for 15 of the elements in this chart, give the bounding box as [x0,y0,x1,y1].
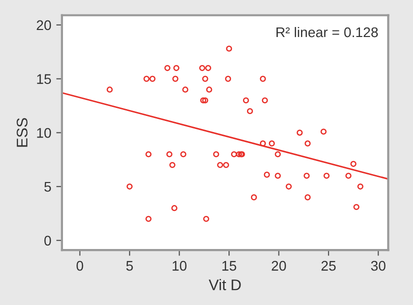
x-tick-label: 25 [322,260,336,271]
y-tick-label: 10 [37,128,51,138]
x-tick-label: 10 [172,260,187,271]
x-tick-label: 5 [126,261,133,271]
y-tick-label: 5 [44,182,51,192]
x-axis-title: Vit D [208,279,241,290]
x-tick-label: 20 [272,260,286,271]
x-tick-label: 0 [76,260,84,271]
x-tick-label: 30 [371,260,386,271]
y-tick-label: 0 [44,236,51,246]
y-axis-title: ESS [16,118,28,147]
y-tick-label: 15 [37,74,51,84]
y-tick-label: 20 [36,20,51,30]
annotation: R² linear = 0.128 [276,26,378,38]
x-tick-label: 15 [222,261,236,271]
